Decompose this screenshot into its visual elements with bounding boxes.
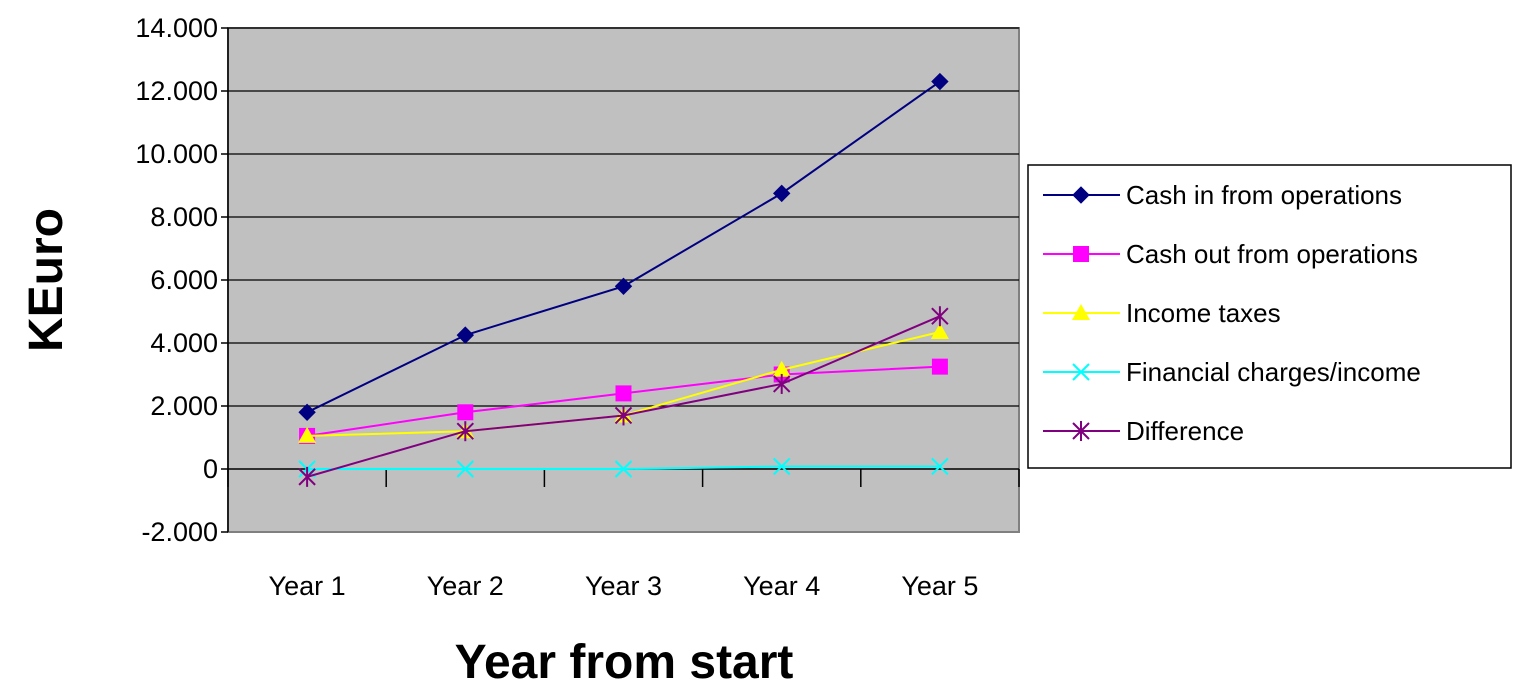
- data-point: [615, 385, 632, 402]
- series-4: [298, 306, 949, 487]
- data-point: [614, 277, 633, 296]
- data-point: [772, 457, 791, 476]
- legend-item: Difference: [1043, 416, 1244, 446]
- legend-marker: [1072, 186, 1090, 204]
- data-point: [298, 403, 316, 422]
- data-point: [456, 326, 475, 344]
- data-point: [456, 460, 475, 478]
- y-tick-label: 10.000: [135, 139, 218, 169]
- data-point: [614, 460, 633, 478]
- legend-marker: [1073, 246, 1089, 262]
- y-tick-label: 6.000: [150, 265, 218, 295]
- data-point: [457, 404, 474, 421]
- x-tick-label: Year 3: [585, 571, 662, 601]
- data-point: [298, 466, 316, 487]
- x-tick-label: Year 4: [743, 571, 820, 601]
- legend-label: Difference: [1126, 416, 1244, 446]
- x-tick-label: Year 5: [901, 571, 978, 601]
- legend-marker: [1072, 363, 1090, 381]
- data-point: [772, 373, 791, 394]
- series-layer: [298, 72, 949, 487]
- y-tick-label: 0: [203, 454, 218, 484]
- legend-label: Cash in from operations: [1126, 180, 1402, 210]
- series-0: [298, 72, 949, 422]
- data-point: [456, 421, 475, 442]
- data-point: [614, 405, 633, 426]
- data-point: [931, 72, 949, 91]
- data-point: [772, 184, 791, 203]
- data-point: [930, 322, 949, 339]
- legend-box: [1027, 164, 1512, 469]
- data-point: [931, 457, 949, 476]
- legend-marker: [1072, 421, 1090, 441]
- legend-label: Financial charges/income: [1126, 357, 1421, 387]
- data-point: [772, 360, 791, 377]
- legend-label: Cash out from operations: [1126, 239, 1418, 269]
- y-tick-label: -2.000: [141, 517, 218, 547]
- x-tick-label: Year 2: [427, 571, 504, 601]
- legend-item: Cash in from operations: [1043, 180, 1402, 210]
- y-tick-labels: 14.000 12.000 10.000 8.000 6.000 4.000 2.000 0 -…: [135, 13, 218, 547]
- y-tick-label: 2.000: [150, 391, 218, 421]
- x-tick-labels: Year 1 Year 2 Year 3 Year 4 Year 5: [269, 571, 979, 601]
- legend-item: Financial charges/income: [1043, 357, 1421, 387]
- legend-label: Income taxes: [1126, 298, 1281, 328]
- y-tick-label: 8.000: [150, 202, 218, 232]
- data-point: [298, 426, 317, 443]
- legend-item: Cash out from operations: [1043, 239, 1418, 269]
- legend-item: Income taxes: [1043, 298, 1281, 328]
- y-tick-label: 14.000: [135, 13, 218, 43]
- x-tick-label: Year 1: [269, 571, 346, 601]
- y-axis-title: KEuro: [20, 208, 73, 352]
- y-tick-label: 12.000: [135, 76, 218, 106]
- x-axis-title: Year from start: [455, 636, 794, 688]
- legend-marker: [1072, 304, 1090, 320]
- data-point: [931, 358, 948, 375]
- data-point: [931, 306, 949, 327]
- legend: Cash in from operations Cash out from ope…: [1027, 164, 1512, 469]
- y-tick-label: 4.000: [150, 328, 218, 358]
